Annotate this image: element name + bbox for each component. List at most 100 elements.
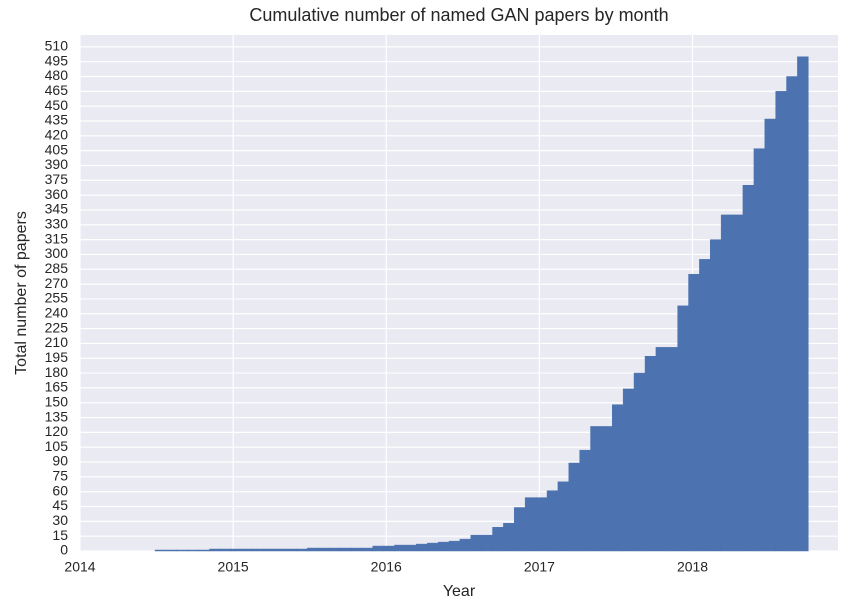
bar [481, 534, 493, 552]
x-axis-label: Year [443, 583, 476, 600]
bar [209, 548, 221, 552]
bar [329, 547, 341, 552]
y-tick-label: 135 [45, 408, 69, 424]
bar [296, 548, 308, 552]
y-tick-label: 360 [45, 186, 69, 202]
y-tick-label: 390 [45, 156, 69, 172]
y-tick-label: 15 [52, 527, 68, 543]
bar [448, 540, 461, 552]
bar [416, 543, 428, 552]
bar [666, 347, 678, 552]
x-tick-label: 2018 [677, 559, 708, 575]
y-tick-label: 345 [45, 201, 69, 217]
bar [644, 356, 657, 552]
y-tick-label: 330 [45, 215, 69, 231]
bar [231, 548, 243, 552]
bar [535, 497, 548, 552]
y-tick-label: 420 [45, 127, 69, 143]
bar [372, 545, 384, 552]
bar [394, 544, 406, 552]
bar [699, 259, 711, 552]
chart-title: Cumulative number of named GAN papers by… [249, 5, 668, 25]
bar [252, 548, 265, 552]
x-tick-label: 2014 [64, 559, 95, 575]
bar [241, 548, 254, 552]
bar [154, 549, 167, 552]
y-tick-label: 60 [52, 482, 68, 498]
bar [524, 497, 537, 552]
bar [797, 56, 809, 552]
y-tick-label: 300 [45, 245, 69, 261]
y-tick-label: 315 [45, 230, 69, 246]
bar [318, 547, 330, 552]
bar [470, 534, 482, 552]
y-tick-label: 375 [45, 171, 69, 187]
y-tick-label: 465 [45, 82, 69, 98]
y-tick-label: 165 [45, 379, 69, 395]
bar [786, 76, 798, 552]
bar [307, 547, 319, 552]
bar [764, 118, 776, 552]
y-axis-label: Total number of papers [13, 211, 30, 375]
bar [710, 239, 722, 552]
bar [263, 548, 276, 552]
y-tick-label: 285 [45, 260, 69, 276]
y-tick-label: 480 [45, 67, 69, 83]
y-tick-label: 180 [45, 364, 69, 380]
bar [383, 545, 395, 552]
y-tick-label: 120 [45, 423, 69, 439]
x-tick-label: 2016 [371, 559, 402, 575]
bar [176, 549, 188, 552]
bar [220, 548, 232, 552]
bar [514, 507, 526, 552]
bar [688, 273, 700, 552]
bar [655, 347, 668, 552]
x-tick-label: 2015 [218, 559, 249, 575]
x-tick-label: 2017 [524, 559, 555, 575]
y-tick-label: 435 [45, 112, 69, 128]
y-tick-label: 105 [45, 438, 69, 454]
bar [720, 214, 733, 552]
y-tick-label: 240 [45, 304, 69, 320]
y-tick-label: 45 [52, 497, 68, 513]
y-tick-label: 90 [52, 453, 68, 469]
bar [492, 527, 504, 552]
y-tick-label: 270 [45, 275, 69, 291]
bar [775, 91, 787, 552]
y-tick-label: 255 [45, 290, 69, 306]
bar [339, 547, 352, 552]
bar [405, 544, 417, 552]
bar [557, 481, 570, 552]
bar [459, 538, 472, 552]
bar [590, 426, 602, 552]
y-tick-label: 0 [60, 542, 68, 558]
y-tick-label: 225 [45, 319, 69, 335]
y-tick-label: 210 [45, 334, 69, 350]
y-tick-label: 30 [52, 512, 68, 528]
bar [622, 388, 635, 552]
bar [361, 547, 374, 552]
bar [165, 549, 178, 552]
bar [546, 490, 559, 552]
bar [742, 185, 755, 552]
bar [753, 148, 766, 552]
bar [350, 547, 363, 552]
y-tick-label: 195 [45, 349, 69, 365]
bar [437, 541, 450, 552]
y-tick-label: 510 [45, 38, 69, 54]
bar [503, 523, 515, 552]
y-tick-label: 450 [45, 97, 69, 113]
bar [568, 462, 580, 552]
bar [633, 372, 646, 552]
bar [612, 404, 624, 552]
bar [427, 542, 439, 552]
y-tick-label: 75 [52, 468, 68, 484]
bar [198, 549, 210, 552]
y-tick-label: 495 [45, 52, 69, 68]
bar [274, 548, 286, 552]
bar [601, 426, 613, 552]
bar [187, 549, 199, 552]
bar [677, 305, 689, 552]
